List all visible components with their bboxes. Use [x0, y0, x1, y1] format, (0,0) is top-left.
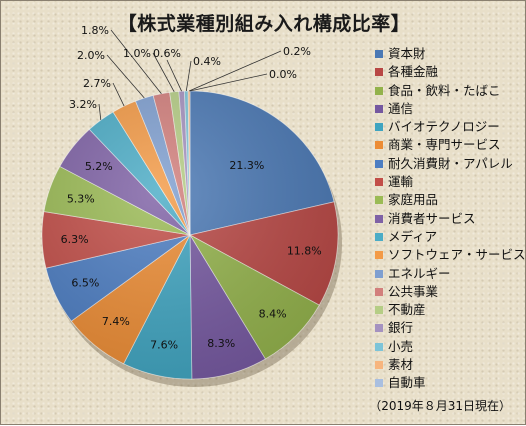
- as-of-date-note: （2019年８月31日現在）: [369, 399, 511, 413]
- legend-label: ソフトウェア・サービス: [388, 247, 526, 263]
- legend-label: 食品・飲料・たばこ: [388, 82, 501, 98]
- slice-label-10: 5.2%: [85, 160, 113, 173]
- chart-title: 【株式業種別組み入れ構成比率】: [117, 13, 411, 35]
- legend-label: メディア: [388, 228, 438, 244]
- legend-label: 商業・専門サービス: [388, 137, 501, 153]
- legend-swatch: [375, 196, 383, 205]
- slice-label-6: 7.4%: [102, 315, 130, 328]
- legend-swatch: [375, 178, 383, 187]
- legend-swatch: [375, 379, 383, 388]
- legend-label: 通信: [388, 100, 414, 116]
- slice-label-18: 0.2%: [283, 45, 311, 58]
- legend-label: 銀行: [388, 320, 414, 336]
- legend-label: 不動産: [388, 302, 426, 318]
- slice-label-17: 0.4%: [193, 55, 221, 68]
- slice-label-3: 8.4%: [259, 307, 287, 320]
- leader-line-11: [98, 103, 102, 121]
- slice-label-9: 5.3%: [67, 193, 95, 206]
- legend-label: エネルギー: [388, 265, 451, 281]
- leader-line-13: [106, 54, 145, 99]
- legend-swatch: [375, 232, 383, 241]
- slice-label-11: 3.2%: [69, 98, 97, 111]
- leader-line-18: [188, 50, 282, 92]
- legend-label: 消費者サービス: [388, 210, 476, 226]
- legend-swatch: [375, 361, 383, 370]
- slice-label-16: 0.6%: [153, 47, 181, 60]
- legend-label: 家庭用品: [388, 192, 439, 208]
- slice-label-15: 1.0%: [123, 47, 151, 60]
- slice-label-1: 21.3%: [229, 159, 264, 172]
- legend-swatch: [375, 86, 383, 95]
- legend-swatch: [375, 50, 383, 58]
- slice-label-19: 0.0%: [269, 68, 297, 81]
- leader-line-15: [152, 52, 175, 92]
- legend-swatch: [375, 214, 383, 223]
- legend-label: 素材: [388, 357, 414, 373]
- legend-swatch: [375, 141, 383, 150]
- legend-label: 各種金融: [388, 64, 439, 80]
- legend-swatch: [375, 104, 383, 113]
- slice-label-14: 1.8%: [81, 24, 109, 37]
- legend-swatch: [375, 306, 383, 315]
- legend-label: 小売: [388, 338, 414, 354]
- legend-swatch: [375, 68, 383, 77]
- legend-swatch: [375, 324, 383, 333]
- legend-label: 資本財: [388, 46, 426, 61]
- legend-swatch: [375, 287, 383, 296]
- legend-swatch: [375, 342, 383, 351]
- legend-label: 運輸: [388, 174, 414, 190]
- leader-line-16: [166, 59, 182, 92]
- slice-label-13: 2.0%: [77, 49, 105, 62]
- legend-label: バイオテクノロジー: [388, 119, 500, 135]
- slice-label-8: 6.3%: [61, 233, 89, 246]
- slice-label-5: 7.6%: [150, 339, 178, 352]
- legend-swatch: [375, 159, 383, 168]
- legend-label: 自動車: [388, 375, 426, 391]
- slice-label-4: 8.3%: [207, 337, 235, 350]
- legend-swatch: [375, 251, 383, 260]
- slice-label-12: 2.7%: [83, 77, 111, 90]
- slice-label-2: 11.8%: [287, 245, 322, 258]
- legend-label: 公共事業: [388, 283, 439, 299]
- legend-swatch: [375, 269, 383, 278]
- leader-line-17: [185, 60, 192, 92]
- legend-label: 耐久消費財・アパレル: [388, 155, 513, 171]
- leader-line-19: [189, 73, 268, 92]
- leader-line-14: [110, 29, 162, 94]
- legend-swatch: [375, 123, 383, 132]
- slice-label-7: 6.5%: [71, 277, 99, 290]
- leader-line-12: [112, 82, 125, 107]
